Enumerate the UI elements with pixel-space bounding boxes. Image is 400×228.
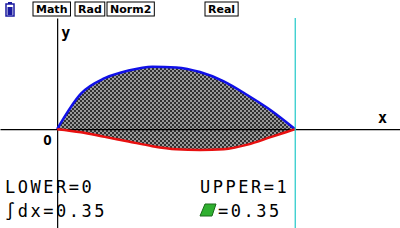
area-result-label: = xyxy=(218,201,231,221)
integral-result: ∫dx=0.35 xyxy=(5,201,107,221)
upper-bound-line xyxy=(295,18,296,228)
area-icon xyxy=(200,204,216,216)
status-box xyxy=(75,2,105,16)
upper-result-label: UPPER= xyxy=(200,177,276,197)
battery-icon xyxy=(6,2,14,16)
lower-result: LOWER=0 xyxy=(5,177,94,197)
area-result: =0.35 xyxy=(218,201,282,221)
integral-result-label: ∫dx= xyxy=(5,201,56,221)
plot-area xyxy=(1,18,400,228)
status-label: Math xyxy=(36,3,67,16)
status-box xyxy=(33,2,70,16)
status-item: Real xyxy=(205,2,238,16)
status-label: Real xyxy=(208,3,235,16)
status-label: Norm2 xyxy=(110,3,151,16)
status-item: Norm2 xyxy=(107,2,154,16)
labels: yxOLOWER=0UPPER=1∫dx=0.35=0.35 xyxy=(5,24,387,221)
curve xyxy=(57,67,295,130)
status-box xyxy=(107,2,154,16)
status-bar: Math Rad Norm2 Real xyxy=(6,2,238,16)
y-axis-label: y xyxy=(61,24,70,42)
lower-result-value: 0 xyxy=(81,177,94,197)
curve xyxy=(57,129,295,150)
status-label: Rad xyxy=(78,3,102,16)
status-box xyxy=(205,2,238,16)
lower-result-label: LOWER= xyxy=(5,177,81,197)
area-result-value: 0.35 xyxy=(231,201,282,221)
calculator-screen: MathRadNorm2RealyxOLOWER=0UPPER=1∫dx=0.3… xyxy=(0,0,400,228)
status-item: Math xyxy=(33,2,70,16)
x-axis-label: x xyxy=(378,109,387,127)
upper-result: UPPER=1 xyxy=(200,177,289,197)
integral-result-value: 0.35 xyxy=(56,201,107,221)
status-item: Rad xyxy=(75,2,105,16)
upper-result-value: 1 xyxy=(276,177,289,197)
origin-label: O xyxy=(43,132,51,148)
shaded-region xyxy=(57,67,295,150)
